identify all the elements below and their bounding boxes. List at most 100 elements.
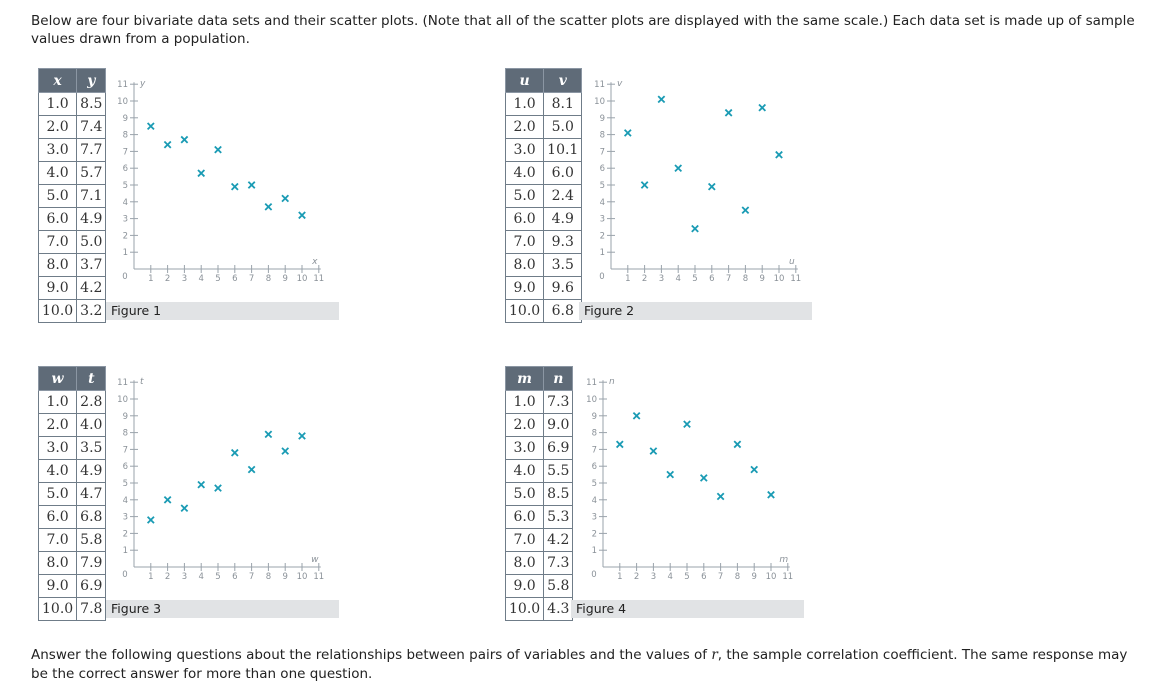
table-header-col1: m bbox=[504, 366, 545, 391]
table-row: 7.0 9.3 bbox=[504, 230, 583, 254]
table-row: 3.0 6.9 bbox=[504, 436, 574, 460]
table-row: 8.0 7.3 bbox=[504, 551, 574, 575]
figure-caption: Figure 3 bbox=[106, 600, 339, 618]
table-row: 2.0 7.4 bbox=[37, 115, 107, 139]
data-point bbox=[724, 108, 733, 117]
table-cell-col1: 10.0 bbox=[37, 597, 78, 621]
x-tick-label: 6 bbox=[232, 274, 237, 284]
y-tick-label: 8 bbox=[592, 429, 597, 439]
table-cell-col2: 5.5 bbox=[543, 459, 574, 483]
table-row: 8.0 7.9 bbox=[37, 551, 107, 575]
data-table: w t 1.0 2.8 2.0 4.0 3.0 3.5 4.0 4.9 5.0 4.7 6.0 6.8… bbox=[37, 366, 107, 621]
table-cell-col1: 1.0 bbox=[37, 390, 78, 414]
y-tick-label: 8 bbox=[123, 429, 128, 439]
table-cell-col1: 9.0 bbox=[37, 276, 78, 300]
table-row: 7.0 5.8 bbox=[37, 528, 107, 552]
table-cell-col2: 9.3 bbox=[543, 230, 583, 254]
table-cell-col2: 4.3 bbox=[543, 597, 574, 621]
y-tick-label: 7 bbox=[592, 445, 597, 455]
y-tick-label: 11 bbox=[586, 378, 597, 388]
table-cell-col1: 10.0 bbox=[37, 299, 78, 323]
table-cell-col1: 7.0 bbox=[504, 528, 545, 552]
table-cell-col2: 6.8 bbox=[76, 505, 107, 529]
x-tick-label: 1 bbox=[148, 274, 153, 284]
y-tick-label: 5 bbox=[592, 479, 597, 489]
table-row: 4.0 5.5 bbox=[504, 459, 574, 483]
x-tick-label: 5 bbox=[215, 572, 220, 582]
table-cell-col1: 2.0 bbox=[37, 115, 78, 139]
data-point bbox=[180, 135, 189, 144]
table-cell-col1: 6.0 bbox=[37, 505, 78, 529]
table-cell-col1: 3.0 bbox=[37, 436, 78, 460]
data-point bbox=[623, 129, 632, 137]
data-point bbox=[180, 504, 189, 513]
y-tick-label: 6 bbox=[123, 462, 128, 472]
table-cell-col1: 3.0 bbox=[504, 436, 545, 460]
x-tick-label: 6 bbox=[232, 572, 237, 582]
x-tick-label: 2 bbox=[642, 274, 647, 284]
y-tick-label: 9 bbox=[123, 412, 128, 422]
table-cell-col1: 5.0 bbox=[504, 482, 545, 506]
x-tick-label: 9 bbox=[282, 274, 287, 284]
y-tick-label: 10 bbox=[586, 395, 597, 405]
data-point bbox=[264, 430, 273, 439]
table-cell-col2: 2.4 bbox=[543, 184, 583, 208]
table-row: 9.0 9.6 bbox=[504, 276, 583, 300]
y-tick-label: 1 bbox=[123, 546, 128, 556]
y-tick-label: 4 bbox=[592, 496, 597, 506]
table-cell-col2: 7.9 bbox=[76, 551, 107, 575]
r-symbol: r bbox=[711, 647, 718, 663]
data-point bbox=[674, 164, 683, 173]
y-tick-label: 3 bbox=[600, 215, 605, 225]
data-point bbox=[197, 169, 206, 178]
data-point bbox=[163, 495, 172, 504]
table-cell-col1: 3.0 bbox=[37, 138, 78, 162]
x-tick-label: 7 bbox=[249, 572, 254, 582]
data-point bbox=[640, 181, 649, 189]
data-table: m n 1.0 7.3 2.0 9.0 3.0 6.9 4.0 5.5 5.0 8.5 6.0 5.3… bbox=[504, 366, 574, 621]
table-row: 4.0 6.0 bbox=[504, 161, 583, 185]
table-cell-col1: 3.0 bbox=[504, 138, 545, 162]
x-tick-label: 3 bbox=[182, 274, 187, 284]
x-tick-label: 8 bbox=[743, 274, 748, 284]
intro-text: Below are four bivariate data sets and t… bbox=[31, 13, 1135, 47]
instructions-before: Answer the following questions about the… bbox=[31, 647, 712, 663]
table-cell-col2: 9.0 bbox=[543, 413, 574, 437]
table-cell-col2: 5.0 bbox=[76, 230, 107, 254]
data-point bbox=[767, 490, 775, 499]
table-row: 5.0 2.4 bbox=[504, 184, 583, 208]
y-tick-label: 10 bbox=[117, 395, 128, 405]
table-cell-col2: 6.8 bbox=[543, 299, 583, 323]
x-axis-label: w bbox=[311, 555, 319, 565]
table-cell-col2: 5.7 bbox=[76, 161, 107, 185]
table-cell-col1: 9.0 bbox=[37, 574, 78, 598]
instructions-text: Answer the following questions about the… bbox=[31, 646, 1141, 684]
table-cell-col1: 8.0 bbox=[504, 253, 545, 277]
table-cell-col1: 8.0 bbox=[37, 551, 78, 575]
y-tick-label: 3 bbox=[592, 513, 597, 523]
table-cell-col1: 5.0 bbox=[37, 184, 78, 208]
data-point bbox=[683, 420, 691, 429]
table-cell-col2: 4.2 bbox=[543, 528, 574, 552]
table-row: 8.0 3.5 bbox=[504, 253, 583, 277]
table-cell-col2: 7.8 bbox=[76, 597, 107, 621]
data-point bbox=[230, 182, 239, 191]
x-tick-label: 10 bbox=[297, 572, 308, 582]
table-cell-col2: 5.8 bbox=[76, 528, 107, 552]
origin-label: 0 bbox=[591, 570, 596, 580]
data-table: x y 1.0 8.5 2.0 7.4 3.0 7.7 4.0 5.7 5.0 7.1 6.0 4.9… bbox=[37, 68, 107, 323]
data-point bbox=[741, 206, 750, 215]
data-point bbox=[750, 465, 759, 474]
table-cell-col2: 8.1 bbox=[543, 92, 583, 116]
x-tick-label: 6 bbox=[701, 572, 706, 582]
table-cell-col1: 9.0 bbox=[504, 574, 545, 598]
x-tick-label: 4 bbox=[198, 572, 203, 582]
table-row: 6.0 4.9 bbox=[504, 207, 583, 231]
y-tick-label: 9 bbox=[123, 114, 128, 124]
x-tick-label: 8 bbox=[735, 572, 740, 582]
x-tick-label: 4 bbox=[198, 274, 203, 284]
data-point bbox=[733, 440, 742, 449]
y-tick-label: 2 bbox=[123, 231, 128, 241]
